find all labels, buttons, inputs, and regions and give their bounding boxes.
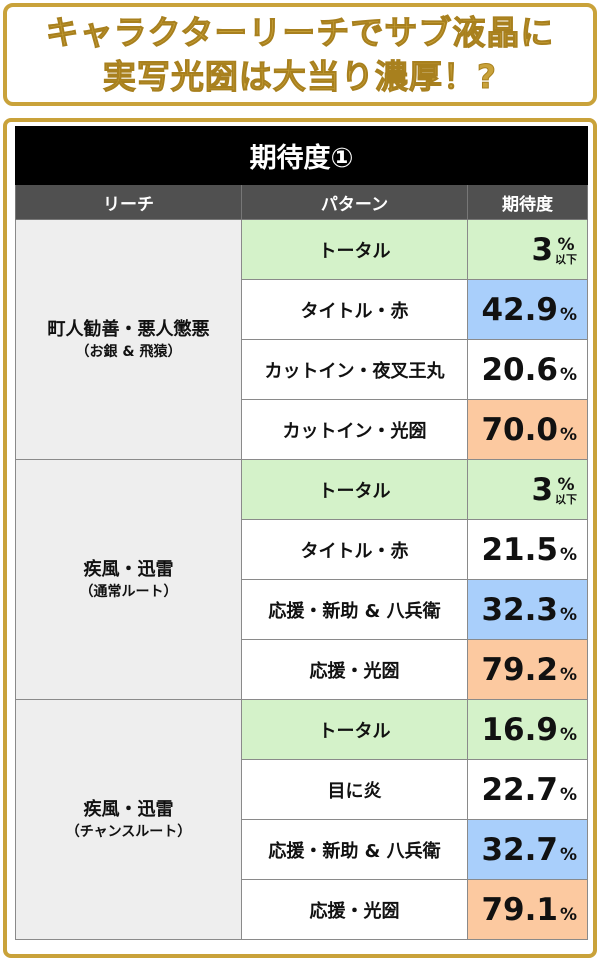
percent-unit: % <box>559 664 578 685</box>
reach-name-cell: 疾風・迅雷 （チャンスルート） <box>15 699 242 940</box>
expectation-value: 32.3 <box>481 591 558 628</box>
column-header-expectation: 期待度 <box>466 184 589 220</box>
percent-unit: % <box>559 604 578 625</box>
expectation-value: 42.9 <box>481 291 558 328</box>
pattern-cell: タイトル・赤 <box>241 279 468 340</box>
pattern-cell: 応援・光圀 <box>241 879 468 940</box>
table-body: 町人勧善・悪人懲悪 （お銀 & 飛猿） トータル 3% 以下 タイトル・赤 42.9% カット… <box>15 219 589 940</box>
reach-subtitle: （通常ルート） <box>79 583 178 600</box>
reach-subtitle: （チャンスルート） <box>65 823 192 840</box>
headline-banner: キャラクターリーチでサブ液晶に 実写光圀は大当り濃厚！? <box>3 3 597 106</box>
reach-name: 疾風・迅雷 <box>83 798 174 820</box>
expectation-cell: 20.6% <box>466 339 589 400</box>
percent-unit: % <box>559 844 578 865</box>
table-row: 応援・新助 & 八兵衛 32.7% <box>16 819 589 880</box>
pattern-cell: トータル <box>241 699 468 760</box>
percent-unit: % <box>559 904 578 925</box>
reach-name: 町人勧善・悪人懲悪 <box>47 318 210 340</box>
expectation-value: 79.2 <box>481 651 558 688</box>
pattern-cell: トータル <box>241 219 468 280</box>
unit-stack: % 以下 <box>555 476 577 506</box>
table-row: 疾風・迅雷 （通常ルート） トータル 3% 以下 <box>15 459 589 700</box>
pattern-cell: 目に炎 <box>241 759 468 820</box>
expectation-cell: 3% 以下 <box>466 459 589 520</box>
headline-line-1: キャラクターリーチでサブ液晶に <box>45 12 555 52</box>
pattern-cell: 応援・新助 & 八兵衛 <box>241 819 468 880</box>
expectation-cell: 3% 以下 <box>466 219 589 280</box>
or-less-note: 以下 <box>555 253 578 266</box>
expectation-cell: 22.7% <box>466 759 589 820</box>
pattern-cell: タイトル・赤 <box>241 519 468 580</box>
expectation-cell: 79.2% <box>466 639 589 700</box>
headline-line-2: 実写光圀は大当り濃厚！? <box>102 56 498 96</box>
expectation-cell: 16.9% <box>466 699 589 760</box>
table-title: 期待度① <box>14 126 589 185</box>
percent-unit: % <box>559 304 578 325</box>
expectation-cell: 70.0% <box>466 399 589 460</box>
expectation-value: 20.6 <box>481 351 558 388</box>
pattern-cell: 応援・光圀 <box>241 639 468 700</box>
reach-subtitle: （お銀 & 飛猿） <box>75 343 182 360</box>
expectation-value: 70.0 <box>481 411 558 448</box>
pattern-cell: トータル <box>241 459 468 520</box>
table-row: 目に炎 22.7% <box>16 759 589 820</box>
expectation-cell: 42.9% <box>466 279 589 340</box>
expectation-value: 3 <box>531 231 554 268</box>
expectation-cell: 21.5% <box>466 519 589 580</box>
pattern-cell: カットイン・光圀 <box>241 399 468 460</box>
reach-name-cell: 疾風・迅雷 （通常ルート） <box>15 459 242 700</box>
pattern-cell: カットイン・夜叉王丸 <box>241 339 468 400</box>
percent-unit: % <box>557 475 575 495</box>
table-row: タイトル・赤 21.5% <box>16 519 589 580</box>
column-header-reach: リーチ <box>15 184 242 220</box>
expectation-value: 32.7 <box>481 831 558 868</box>
table-row: 疾風・迅雷 （チャンスルート） トータル 16.9% <box>15 699 589 940</box>
expectation-table-frame: 期待度① リーチ パターン 期待度 町人勧善・悪人懲悪 （お銀 & 飛猿） トータル… <box>3 118 597 958</box>
expectation-value: 22.7 <box>481 771 558 808</box>
percent-unit: % <box>559 424 578 445</box>
percent-unit: % <box>559 544 578 565</box>
expectation-value: 21.5 <box>481 531 558 568</box>
reach-name-cell: 町人勧善・悪人懲悪 （お銀 & 飛猿） <box>15 219 242 460</box>
expectation-value: 3 <box>531 471 554 508</box>
table-row: タイトル・赤 42.9% <box>16 279 589 340</box>
table-row: カットイン・光圀 70.0% <box>16 399 589 460</box>
expectation-cell: 32.3% <box>466 579 589 640</box>
expectation-value: 79.1 <box>481 891 558 928</box>
expectation-table: 期待度① リーチ パターン 期待度 町人勧善・悪人懲悪 （お銀 & 飛猿） トータル… <box>14 126 589 940</box>
unit-stack: % 以下 <box>555 236 577 266</box>
table-row: 応援・光圀 79.2% <box>16 639 589 700</box>
percent-unit: % <box>559 784 578 805</box>
table-row: カットイン・夜叉王丸 20.6% <box>16 339 589 400</box>
table-row: 応援・新助 & 八兵衛 32.3% <box>16 579 589 640</box>
percent-unit: % <box>557 235 575 255</box>
table-row: 町人勧善・悪人懲悪 （お銀 & 飛猿） トータル 3% 以下 <box>15 219 589 460</box>
expectation-cell: 79.1% <box>466 879 589 940</box>
reach-name: 疾風・迅雷 <box>83 558 174 580</box>
table-row: 応援・光圀 79.1% <box>16 879 589 940</box>
percent-unit: % <box>559 364 578 385</box>
expectation-value: 16.9 <box>481 711 558 748</box>
pattern-cell: 応援・新助 & 八兵衛 <box>241 579 468 640</box>
expectation-cell: 32.7% <box>466 819 589 880</box>
or-less-note: 以下 <box>555 493 578 506</box>
percent-unit: % <box>559 724 578 745</box>
column-header-pattern: パターン <box>241 184 468 220</box>
